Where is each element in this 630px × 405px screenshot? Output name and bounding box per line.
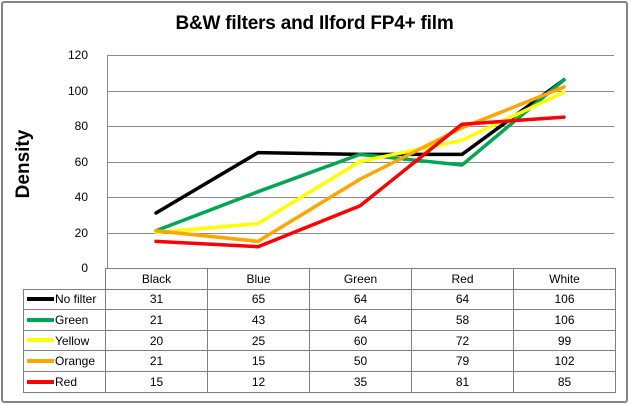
legend-swatch-red: [27, 379, 54, 384]
cell-no-filter-green: 64: [309, 288, 412, 311]
cell-green-white: 106: [513, 309, 616, 331]
cell-red-green: 35: [309, 370, 412, 393]
legend-swatch-green: [27, 317, 54, 322]
legend-cell-orange: Orange: [23, 350, 106, 372]
y-tick-label-100: 100: [67, 83, 88, 98]
series-line-yellow: [154, 90, 566, 235]
table-header-row: Black Blue Green Red White: [24, 268, 616, 290]
y-tick-label-80: 80: [74, 119, 88, 133]
cell-yellow-black: 20: [105, 329, 208, 352]
legend-swatch-yellow: [27, 338, 54, 343]
data-table: Black Blue Green Red White No filter 31 65 64 64 1…: [23, 268, 616, 393]
cell-red-blue: 12: [207, 370, 310, 393]
cell-orange-white: 102: [513, 350, 616, 372]
legend-swatch-orange: [27, 359, 54, 363]
table-corner-cell: [24, 269, 106, 290]
column-header-green: Green: [309, 268, 412, 290]
legend-label-green: Green: [55, 312, 89, 327]
legend-label-no-filter: No filter: [55, 292, 97, 307]
legend-label-orange: Orange: [55, 354, 96, 369]
series-line-no-filter: [154, 78, 566, 215]
cell-orange-red: 79: [411, 350, 514, 372]
legend-label-red: Red: [55, 374, 78, 389]
cell-yellow-green: 60: [309, 329, 412, 352]
y-tick-label-40: 40: [74, 190, 88, 204]
cell-green-black: 21: [105, 309, 208, 331]
legend-label-yellow: Yellow: [55, 333, 90, 348]
cell-red-white: 85: [513, 370, 616, 393]
cell-orange-green: 50: [309, 350, 412, 372]
table-row-red: Red 15 12 35 81 85: [23, 370, 616, 393]
cell-yellow-red: 72: [411, 329, 514, 352]
chart-title: B&W filters and Ilford FP4+ film: [175, 13, 454, 34]
cell-yellow-white: 99: [513, 329, 616, 352]
y-tick-label-0: 0: [81, 261, 88, 275]
cell-green-green: 64: [309, 309, 412, 331]
cell-yellow-blue: 25: [207, 329, 310, 352]
plot-area: [107, 55, 614, 269]
table-row-orange: Orange 21 15 50 79 102: [23, 350, 616, 372]
series-line-red: [154, 115, 566, 249]
cell-no-filter-blue: 65: [207, 288, 310, 311]
table-row-green: Green 21 43 64 58 106: [23, 309, 616, 331]
table-row-no-filter: No filter 31 65 64 64 106: [23, 288, 616, 311]
y-tick-label-120: 120: [67, 48, 88, 62]
cell-red-red: 81: [411, 370, 514, 393]
cell-no-filter-white: 106: [513, 288, 616, 311]
y-tick-label-60: 60: [74, 154, 88, 169]
column-header-blue: Blue: [207, 268, 310, 290]
y-tick-label-20: 20: [74, 225, 88, 240]
cell-no-filter-black: 31: [105, 288, 208, 311]
column-header-white: White: [513, 268, 616, 290]
cell-no-filter-red: 64: [411, 288, 514, 311]
cell-green-blue: 43: [207, 309, 310, 331]
legend-swatch-no-filter: [27, 297, 54, 302]
cell-orange-blue: 15: [207, 350, 310, 372]
series-line-orange: [154, 85, 566, 244]
legend-cell-yellow: Yellow: [23, 329, 106, 352]
series-line-green: [154, 78, 566, 233]
column-header-red: Red: [411, 268, 514, 290]
column-header-black: Black: [105, 268, 208, 290]
table-row-yellow: Yellow 20 25 60 72 99: [23, 329, 616, 352]
y-axis-tick-labels: 0 20 40 60 80 100 120: [3, 3, 88, 293]
legend-cell-red: Red: [23, 370, 106, 393]
legend-cell-green: Green: [23, 309, 106, 331]
cell-green-red: 58: [411, 309, 514, 331]
legend-cell-no-filter: No filter: [23, 288, 106, 311]
cell-red-black: 15: [105, 370, 208, 393]
cell-orange-black: 21: [105, 350, 208, 372]
